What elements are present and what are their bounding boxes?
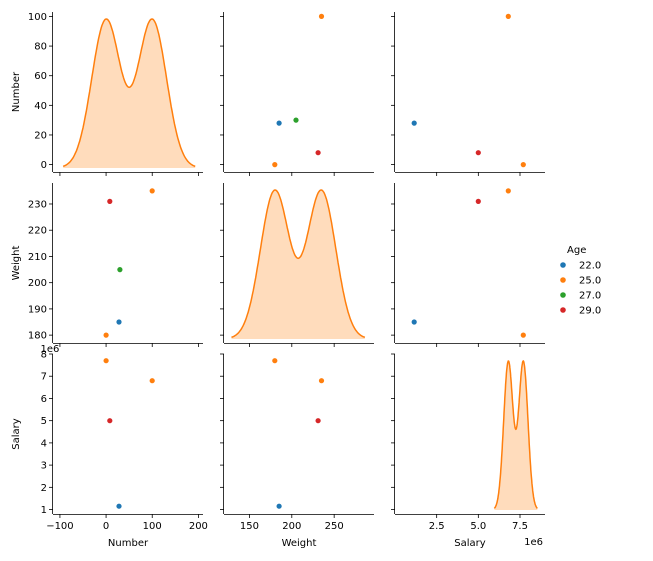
y-tick-label: 20 xyxy=(34,130,47,141)
point-2-age-25-0 xyxy=(520,162,526,168)
x-tick-label: 150 xyxy=(240,521,259,532)
y-tick-label: 6 xyxy=(41,394,47,405)
point-0-age-22-0 xyxy=(116,503,122,509)
legend-marker-22-0 xyxy=(560,262,566,268)
x-tick-label: 200 xyxy=(189,521,208,532)
y-tick-label: 80 xyxy=(34,42,47,53)
y-tick-label: 220 xyxy=(28,226,47,237)
point-0-age-22-0 xyxy=(411,120,417,126)
panel-salary-vs-salary: 2.5 5.0 7.5 Salary 1e6 xyxy=(391,353,545,549)
x-tick-label: 7.5 xyxy=(512,521,528,532)
point-4-age-29-0 xyxy=(107,198,113,204)
panel-number-vs-weight xyxy=(220,12,374,176)
legend-marker-25-0 xyxy=(560,277,566,283)
y-axis-label-salary: Salary xyxy=(11,418,22,449)
point-2-age-25-0 xyxy=(103,358,109,364)
x-tick-label: 100 xyxy=(143,521,162,532)
panel-weight-vs-salary xyxy=(391,183,545,347)
point-1-age-25-0 xyxy=(149,188,155,194)
y-tick-label: 180 xyxy=(28,331,47,342)
panel-salary-vs-weight: 150 200 250 Weight xyxy=(220,353,374,549)
y-axis-label-weight: Weight xyxy=(11,246,22,281)
point-1-age-25-0 xyxy=(505,188,511,194)
point-4-age-29-0 xyxy=(475,198,481,204)
kde-area-25 xyxy=(63,19,196,168)
legend-label-25-0: 25.0 xyxy=(579,276,601,287)
y-tick-label: 210 xyxy=(28,252,47,263)
y-tick-label: 3 xyxy=(41,461,47,472)
kde-line-25 xyxy=(62,18,196,168)
point-0-age-22-0 xyxy=(411,319,417,325)
point-1-age-25-0 xyxy=(318,13,325,19)
y-tick-label: 7 xyxy=(41,372,47,383)
y-tick-label: 100 xyxy=(28,12,47,23)
panel-weight-vs-weight xyxy=(220,183,374,347)
x-tick-label: 250 xyxy=(325,521,344,532)
x-axis-label-weight: Weight xyxy=(282,538,317,549)
legend-label-29-0: 29.0 xyxy=(579,306,601,317)
legend-marker-27-0 xyxy=(560,292,566,298)
x-tick-label: 0 xyxy=(103,521,109,532)
point-1-age-25-0 xyxy=(318,378,325,384)
point-1-age-25-0 xyxy=(149,378,155,384)
y-tick-label: 230 xyxy=(28,199,47,210)
panel-number-vs-salary xyxy=(391,12,545,176)
x-tick-label: 2.5 xyxy=(429,521,445,532)
x-offset-label: 1e6 xyxy=(524,537,543,548)
legend-title: Age xyxy=(567,245,586,256)
y-tick-label: 1 xyxy=(41,505,47,516)
y-tick-label: 190 xyxy=(28,304,47,315)
point-4-age-29-0 xyxy=(315,150,321,156)
y-tick-label: 60 xyxy=(34,71,47,82)
point-0-age-22-0 xyxy=(116,319,122,325)
y-tick-label: 5 xyxy=(41,416,47,427)
panels: 020406080100Number180190200210220230Weig… xyxy=(11,12,545,549)
y-tick-label: 0 xyxy=(41,160,47,171)
point-2-age-25-0 xyxy=(272,358,278,364)
point-0-age-22-0 xyxy=(276,503,282,509)
point-0-age-22-0 xyxy=(276,120,282,126)
panel-salary-vs-number: 1 2 3 4 5 6 7 8 −100 0 100 200 Number Salary 1e6 xyxy=(11,344,208,549)
legend-label-27-0: 27.0 xyxy=(579,291,601,302)
x-tick-label: 200 xyxy=(282,521,301,532)
x-tick-label: 5.0 xyxy=(470,521,486,532)
panel-weight-vs-number: 180 190 200 210 220 230 Weight xyxy=(11,183,203,347)
point-4-age-29-0 xyxy=(315,418,321,424)
y-tick-label: 200 xyxy=(28,278,47,289)
panel-number-vs-number: 0 20 40 60 80 100 Number xyxy=(11,12,203,176)
y-tick-label: 8 xyxy=(41,350,47,361)
y-tick-label: 4 xyxy=(41,438,47,449)
point-4-age-29-0 xyxy=(475,150,481,156)
legend-marker-29-0 xyxy=(560,307,566,313)
point-4-age-29-0 xyxy=(107,418,113,424)
x-axis-label-salary: Salary xyxy=(454,538,485,549)
kde-line-25 xyxy=(493,360,538,509)
legend-label-22-0: 22.0 xyxy=(579,261,601,272)
x-axis-label-number: Number xyxy=(108,538,149,549)
kde-area-25 xyxy=(494,361,538,510)
point-1-age-25-0 xyxy=(505,13,511,19)
point-2-age-25-0 xyxy=(272,162,278,168)
y-tick-label: 2 xyxy=(41,483,47,494)
x-tick-label: −100 xyxy=(46,521,73,532)
point-3-age-27-0 xyxy=(293,117,299,123)
point-3-age-27-0 xyxy=(117,267,123,273)
y-tick-label: 40 xyxy=(34,101,47,112)
y-offset-label: 1e6 xyxy=(41,344,60,355)
kde-line-25 xyxy=(231,189,366,339)
point-2-age-25-0 xyxy=(103,332,109,338)
y-axis-label-number: Number xyxy=(11,71,22,112)
kde-area-25 xyxy=(231,190,365,339)
legend: Age 22.0 25.0 27.0 29.0 xyxy=(560,245,601,317)
point-2-age-25-0 xyxy=(520,332,526,338)
